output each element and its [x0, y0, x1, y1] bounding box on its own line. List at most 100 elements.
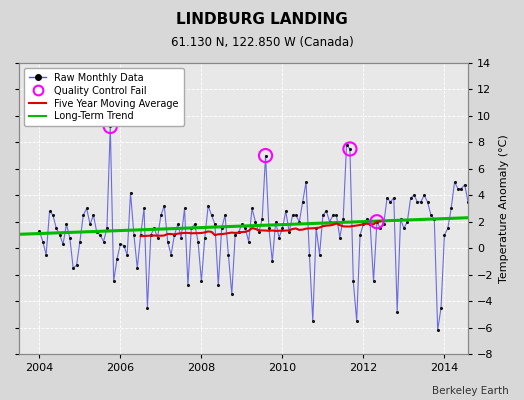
- Point: [197, 278, 205, 284]
- Point: [329, 212, 337, 218]
- Point: [106, 123, 114, 130]
- Point: [356, 232, 364, 238]
- Point: [474, 192, 483, 198]
- Point: [241, 225, 249, 232]
- Point: [76, 238, 84, 245]
- Point: [332, 212, 341, 218]
- Point: [477, 179, 486, 185]
- Point: [79, 212, 88, 218]
- Point: [302, 179, 310, 185]
- Point: [194, 238, 202, 245]
- Point: [268, 258, 277, 264]
- Point: [227, 291, 236, 298]
- Point: [423, 199, 432, 205]
- Point: [335, 234, 344, 241]
- Point: [167, 252, 175, 258]
- Point: [89, 212, 97, 218]
- Point: [208, 212, 216, 218]
- Point: [251, 218, 259, 225]
- Point: [292, 212, 300, 218]
- Point: [278, 225, 287, 232]
- Point: [440, 232, 449, 238]
- Point: [130, 232, 138, 238]
- Point: [281, 208, 290, 214]
- Point: [214, 282, 223, 288]
- Point: [106, 123, 114, 130]
- Point: [464, 199, 472, 205]
- Point: [224, 252, 233, 258]
- Point: [342, 142, 351, 148]
- Point: [245, 238, 253, 245]
- Point: [39, 238, 47, 245]
- Point: [119, 242, 128, 249]
- Point: [471, 110, 479, 116]
- Point: [309, 318, 317, 324]
- Point: [295, 218, 303, 225]
- Point: [261, 152, 270, 159]
- Point: [110, 278, 118, 284]
- Point: [325, 218, 334, 225]
- Point: [126, 190, 135, 196]
- Point: [100, 238, 108, 245]
- Point: [123, 252, 132, 258]
- Point: [319, 212, 327, 218]
- Point: [52, 225, 60, 232]
- Point: [366, 221, 374, 228]
- Point: [413, 199, 422, 205]
- Text: Berkeley Earth: Berkeley Earth: [432, 386, 508, 396]
- Point: [305, 252, 314, 258]
- Point: [201, 234, 209, 241]
- Point: [96, 232, 104, 238]
- Point: [433, 327, 442, 333]
- Point: [461, 182, 469, 188]
- Point: [396, 216, 405, 222]
- Point: [204, 203, 212, 209]
- Point: [437, 304, 445, 311]
- Point: [56, 232, 64, 238]
- Point: [393, 308, 401, 315]
- Point: [221, 212, 229, 218]
- Point: [248, 205, 256, 212]
- Point: [285, 229, 293, 236]
- Point: [410, 192, 418, 198]
- Point: [116, 241, 125, 247]
- Point: [339, 216, 347, 222]
- Point: [72, 262, 81, 268]
- Point: [184, 282, 192, 288]
- Point: [147, 232, 155, 238]
- Point: [66, 234, 74, 241]
- Point: [407, 195, 415, 201]
- Point: [191, 221, 199, 228]
- Point: [454, 186, 462, 192]
- Point: [383, 195, 391, 201]
- Point: [49, 212, 57, 218]
- Point: [143, 304, 151, 311]
- Point: [163, 238, 172, 245]
- Legend: Raw Monthly Data, Quality Control Fail, Five Year Moving Average, Long-Term Tren: Raw Monthly Data, Quality Control Fail, …: [24, 68, 183, 126]
- Point: [154, 234, 162, 241]
- Point: [450, 179, 458, 185]
- Point: [400, 225, 408, 232]
- Point: [150, 225, 158, 232]
- Point: [113, 256, 121, 262]
- Point: [386, 199, 395, 205]
- Point: [322, 208, 331, 214]
- Point: [299, 199, 307, 205]
- Point: [363, 216, 371, 222]
- Point: [231, 232, 239, 238]
- Y-axis label: Temperature Anomaly (°C): Temperature Anomaly (°C): [499, 134, 509, 283]
- Point: [430, 216, 439, 222]
- Point: [444, 225, 452, 232]
- Point: [275, 234, 283, 241]
- Point: [359, 221, 368, 228]
- Point: [157, 212, 165, 218]
- Point: [136, 232, 145, 238]
- Text: 61.130 N, 122.850 W (Canada): 61.130 N, 122.850 W (Canada): [171, 36, 353, 49]
- Point: [238, 221, 246, 228]
- Point: [82, 205, 91, 212]
- Point: [133, 265, 141, 271]
- Point: [353, 318, 361, 324]
- Point: [427, 212, 435, 218]
- Point: [173, 221, 182, 228]
- Point: [390, 195, 398, 201]
